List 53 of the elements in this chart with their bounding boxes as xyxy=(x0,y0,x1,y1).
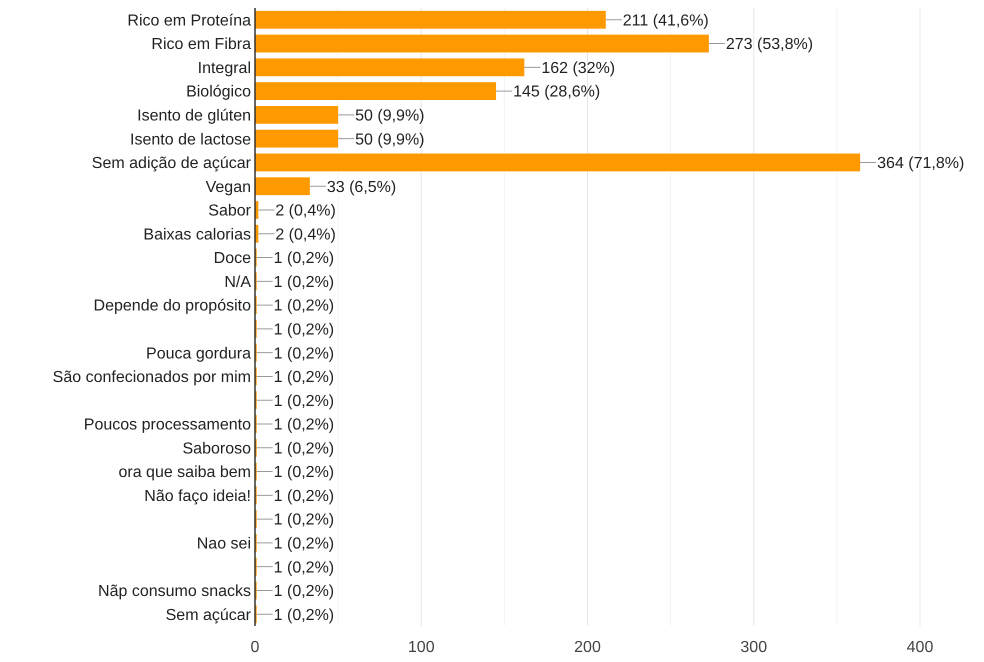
x-tick-label: 100 xyxy=(408,639,435,656)
data-label: 1 (0,2%) xyxy=(274,321,334,338)
data-label: 1 (0,2%) xyxy=(274,416,334,434)
y-tick-label: Isento de glúten xyxy=(137,107,251,124)
data-label: 1 (0,2%) xyxy=(274,250,334,268)
data-label: 1 (0,2%) xyxy=(274,512,334,529)
y-tick-label: São confecionados por mim xyxy=(52,369,251,386)
data-label: 1 (0,2%) xyxy=(274,369,334,386)
x-tick-label: 400 xyxy=(906,639,934,656)
data-label: 50 (9,9%) xyxy=(355,131,424,148)
data-label: 1 (0,2%) xyxy=(274,274,334,291)
data-label: 273 (53,8%) xyxy=(726,36,814,54)
y-tick-label: Nãp consumo snacks xyxy=(98,583,251,600)
data-label: 1 (0,2%) xyxy=(274,440,334,458)
x-tick-label: 0 xyxy=(250,639,260,656)
data-label: 1 (0,2%) xyxy=(274,392,334,410)
data-label: 1 (0,2%) xyxy=(274,535,334,552)
data-label: 211 (41,6%) xyxy=(622,12,709,30)
y-tick-label: ora que saiba bem xyxy=(118,464,251,482)
data-label: 145 (28,6%) xyxy=(513,84,600,101)
data-label: 2 (0,4%) xyxy=(275,202,336,220)
y-tick-label: Doce xyxy=(214,250,252,268)
y-tick-label: Saboroso xyxy=(182,440,252,458)
data-label: 2 (0,4%) xyxy=(275,226,336,244)
y-tick-label: Sabor xyxy=(208,202,252,220)
data-label: 1 (0,2%) xyxy=(274,464,334,482)
data-label: 1 (0,2%) xyxy=(274,345,334,362)
data-label: 33 (6,5%) xyxy=(326,178,396,196)
y-tick-label: Sem adição de açúcar xyxy=(92,155,252,172)
data-label: 1 (0,2%) xyxy=(274,583,334,600)
y-tick-label: Nao sei xyxy=(196,535,251,552)
data-label: 50 (9,9%) xyxy=(355,107,424,124)
y-tick-label: Depende do propósito xyxy=(94,298,252,315)
data-label: 162 (32%) xyxy=(541,60,616,77)
y-tick-label: Rico em Fibra xyxy=(151,36,252,54)
y-tick-label: Baixas calorias xyxy=(143,226,251,244)
y-tick-label: Biológico xyxy=(186,84,252,101)
y-tick-label: Pouca gordura xyxy=(146,345,252,362)
y-tick-label: Rico em Proteína xyxy=(127,12,252,30)
data-label: 1 (0,2%) xyxy=(274,606,334,624)
y-tick-label: Não faço ideia! xyxy=(144,488,251,505)
data-label: 364 (71,8%) xyxy=(877,155,964,172)
y-tick-label: N/A xyxy=(224,274,252,291)
y-tick-label: Isento de lactose xyxy=(130,131,252,148)
y-tick-label: Sem açúcar xyxy=(166,606,252,624)
y-tick-label: Integral xyxy=(198,60,251,77)
y-tick-label: Poucos processamento xyxy=(84,416,252,434)
data-label: 1 (0,2%) xyxy=(274,488,334,505)
x-tick-label: 300 xyxy=(740,639,768,656)
x-tick-label: 200 xyxy=(574,639,601,656)
data-label: 1 (0,2%) xyxy=(274,559,334,576)
data-label: 1 (0,2%) xyxy=(274,298,334,315)
y-tick-label: Vegan xyxy=(206,178,251,196)
